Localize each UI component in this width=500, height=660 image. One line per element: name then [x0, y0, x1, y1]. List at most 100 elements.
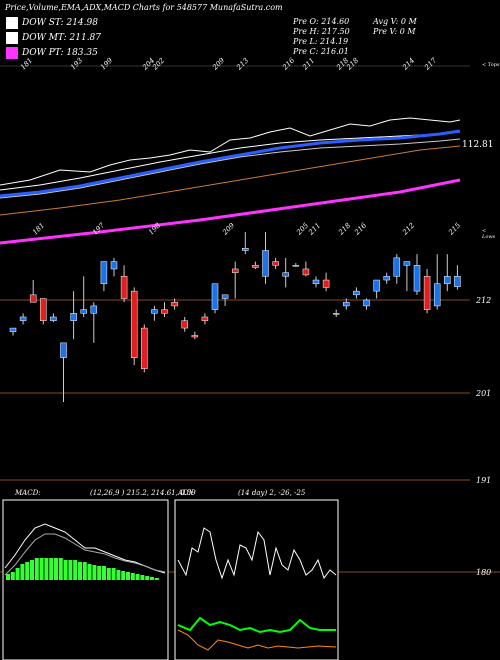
- candle-body: [312, 279, 320, 284]
- candles-group: [9, 232, 461, 402]
- macd-bar: [49, 558, 54, 580]
- candle-body: [413, 265, 421, 292]
- candle-body: [221, 294, 229, 299]
- ema-long: [0, 145, 461, 216]
- adx-line: [177, 527, 337, 580]
- candle-body: [110, 261, 118, 270]
- macd-bar: [145, 576, 150, 580]
- macd-bar: [111, 568, 116, 580]
- legend-value-mt: 211.87: [69, 33, 102, 43]
- candle-body: [60, 342, 67, 358]
- candle-body: [272, 261, 279, 266]
- candle-body: [302, 268, 310, 276]
- adx-frame: [174, 499, 339, 660]
- candle-body: [29, 294, 37, 303]
- macd-line: [4, 523, 166, 574]
- candle-body: [454, 276, 461, 287]
- macd-bar: [106, 568, 111, 580]
- legend-dow-st: DOW ST: 214.98: [6, 17, 98, 29]
- ema-band-outer: [0, 131, 461, 191]
- tops-panel: [0, 65, 470, 216]
- macd-bar: [25, 562, 30, 580]
- ema-band-lower: [0, 138, 461, 199]
- macd-bar: [34, 558, 39, 580]
- candle-body: [322, 279, 330, 288]
- macd-bar: [20, 564, 25, 580]
- candle-body: [444, 276, 451, 284]
- level-label-212: 212: [476, 296, 492, 305]
- candle-body: [393, 257, 401, 277]
- legend-swatch-st: [6, 17, 18, 29]
- candle-body: [191, 335, 199, 338]
- candle-body: [242, 248, 249, 251]
- candle-body: [100, 261, 108, 284]
- macd-bar: [135, 574, 140, 580]
- adx-label: ADX: [178, 489, 194, 497]
- stat-open: Pre O: 214.60: [293, 17, 350, 26]
- legend-value-st: 214.98: [66, 18, 98, 28]
- ema-short: [0, 117, 461, 186]
- dow-pt-line: [0, 178, 461, 245]
- legend-label-pt: DOW PT:: [22, 48, 64, 58]
- macd-bar: [92, 565, 97, 580]
- legend-value-pt: 183.35: [66, 48, 98, 58]
- macd-bar: [126, 572, 130, 580]
- candle-body: [9, 327, 17, 333]
- macd-bar: [150, 577, 154, 580]
- macd-bar: [116, 570, 121, 580]
- macd-bar: [44, 558, 49, 580]
- macd-panel: [2, 499, 169, 660]
- level-label-201: 201: [476, 389, 492, 398]
- macd-bar: [130, 573, 135, 580]
- stat-volume: Pre V: 0 M: [373, 27, 416, 36]
- macd-bar: [82, 562, 87, 580]
- candle-body: [211, 283, 219, 310]
- plus-di-line: [177, 616, 336, 634]
- macd-label: MACD:: [15, 489, 41, 497]
- macd-bar: [154, 578, 159, 580]
- candle-body: [353, 290, 360, 296]
- ema-price-label: 112.81: [462, 140, 494, 150]
- stat-close: Pre C: 216.01: [293, 47, 349, 56]
- stat-high: Pre H: 217.50: [293, 27, 350, 36]
- macd-bar: [102, 566, 106, 580]
- macd-signal: [4, 533, 166, 576]
- legend-dow-mt: DOW MT: 211.87: [6, 32, 101, 44]
- candle-body: [19, 316, 27, 321]
- macd-bar: [68, 560, 73, 580]
- candle-body: [70, 313, 77, 321]
- macd-bar: [58, 558, 63, 580]
- candle-body: [403, 261, 411, 266]
- stat-avg-volume: Avg V: 0 M: [373, 17, 417, 26]
- legend-dow-pt: DOW PT: 183.35: [6, 47, 98, 59]
- macd-bar: [54, 558, 58, 580]
- ema-medium: [0, 129, 461, 198]
- candle-body: [383, 276, 390, 281]
- candle-body: [50, 316, 57, 321]
- candle-body: [130, 290, 138, 358]
- macd-bar: [121, 571, 126, 580]
- candle-body: [332, 313, 340, 315]
- candle-body: [433, 283, 441, 307]
- candle-body: [423, 276, 431, 310]
- candle-body: [343, 301, 350, 307]
- legend-swatch-pt: [6, 47, 18, 59]
- stat-low: Pre L: 214.19: [293, 37, 349, 46]
- candle-body: [40, 298, 47, 321]
- macd-bar: [15, 568, 20, 580]
- candle-body: [171, 301, 178, 307]
- candle-body: [231, 268, 239, 273]
- macd-bar: [39, 558, 44, 580]
- candle-body: [141, 327, 148, 369]
- macd-bar: [78, 562, 82, 580]
- candle-body: [252, 265, 259, 268]
- candle-body: [151, 309, 158, 314]
- candle-body: [90, 305, 98, 314]
- macd-bar: [63, 560, 68, 580]
- candle-body: [120, 276, 128, 299]
- level-label-180: 180: [476, 568, 492, 577]
- macd-bar: [10, 572, 15, 580]
- legend-swatch-mt: [6, 32, 18, 44]
- candle-body: [201, 316, 209, 321]
